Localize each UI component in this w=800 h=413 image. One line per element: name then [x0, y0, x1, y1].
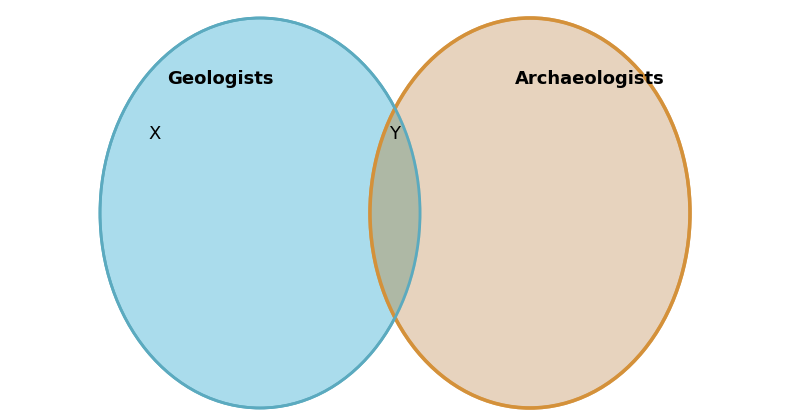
Ellipse shape — [370, 19, 690, 408]
Text: Geologists: Geologists — [166, 70, 274, 88]
Text: X: X — [149, 125, 161, 142]
Text: Archaeologists: Archaeologists — [515, 70, 665, 88]
Text: Y: Y — [390, 125, 401, 142]
Ellipse shape — [100, 19, 420, 408]
Ellipse shape — [100, 19, 420, 408]
